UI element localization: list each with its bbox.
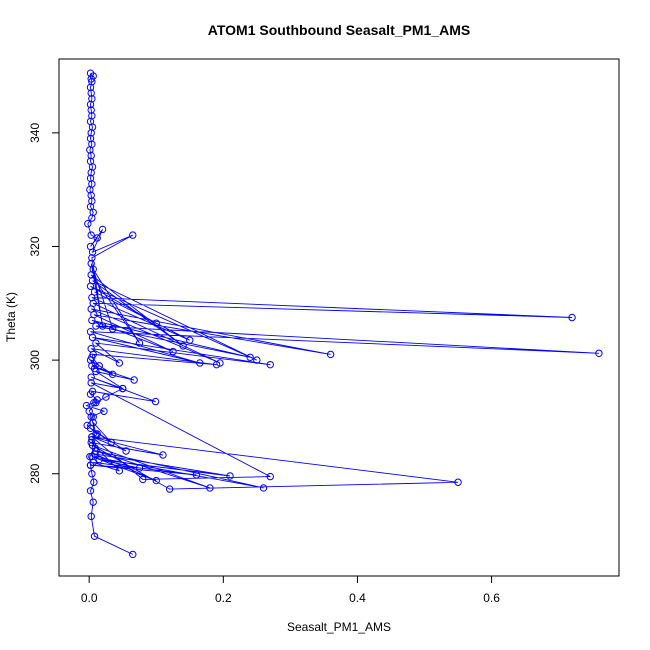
data-point bbox=[89, 458, 97, 467]
data-point bbox=[88, 112, 96, 120]
data-point bbox=[87, 89, 95, 97]
data-point bbox=[92, 339, 100, 347]
data-point bbox=[84, 220, 92, 228]
data-point bbox=[87, 413, 95, 421]
data-point bbox=[108, 370, 117, 379]
data-point bbox=[88, 254, 96, 262]
data-point bbox=[454, 478, 462, 486]
data-point bbox=[115, 467, 124, 475]
data-point bbox=[129, 231, 137, 239]
series-line bbox=[85, 72, 599, 555]
data-point bbox=[102, 393, 110, 401]
data-point bbox=[192, 471, 201, 479]
data-point bbox=[87, 345, 95, 353]
data-point bbox=[130, 376, 138, 384]
data-point bbox=[86, 242, 95, 251]
data-point bbox=[86, 174, 95, 183]
data-point bbox=[87, 259, 95, 268]
data-point bbox=[135, 339, 144, 347]
y-tick-label: 340 bbox=[28, 123, 42, 143]
y-tick-label: 320 bbox=[28, 236, 42, 256]
y-tick-label: 280 bbox=[28, 463, 42, 483]
chart-title: ATOM1 Southbound Seasalt_PM1_AMS bbox=[208, 22, 470, 38]
data-point bbox=[122, 447, 130, 455]
x-tick-label: 0.4 bbox=[349, 591, 366, 605]
data-point bbox=[88, 435, 96, 444]
data-point bbox=[90, 478, 98, 486]
x-axis-label: Seasalt_PM1_AMS bbox=[287, 620, 391, 634]
data-point bbox=[87, 438, 95, 447]
data-point bbox=[259, 484, 268, 492]
data-point bbox=[90, 288, 99, 296]
y-axis-label: Theta (K) bbox=[4, 292, 18, 342]
data-point bbox=[92, 430, 100, 438]
data-point bbox=[86, 328, 95, 336]
data-point bbox=[87, 373, 95, 381]
data-point bbox=[86, 487, 95, 495]
data-point bbox=[246, 353, 254, 361]
data-point bbox=[98, 225, 107, 234]
data-point bbox=[266, 472, 274, 481]
data-point bbox=[326, 350, 335, 359]
data-point bbox=[88, 470, 96, 478]
data-point bbox=[206, 484, 214, 492]
data-point bbox=[253, 356, 261, 364]
data-point bbox=[169, 347, 177, 356]
data-point bbox=[152, 319, 160, 327]
data-point bbox=[88, 387, 97, 396]
data-point bbox=[93, 396, 101, 404]
data-point bbox=[95, 455, 103, 464]
data-point bbox=[90, 532, 99, 540]
data-point bbox=[186, 336, 194, 344]
data-point bbox=[216, 359, 224, 367]
data-point bbox=[89, 498, 97, 506]
data-point bbox=[568, 313, 576, 322]
data-point bbox=[159, 451, 167, 459]
y-tick-label: 300 bbox=[28, 350, 42, 370]
data-point bbox=[100, 407, 108, 415]
data-point bbox=[129, 550, 137, 559]
data-point bbox=[179, 342, 187, 350]
data-point bbox=[119, 384, 127, 393]
series-layer bbox=[82, 69, 603, 559]
data-point bbox=[87, 106, 95, 114]
data-point bbox=[86, 134, 95, 143]
data-point bbox=[88, 95, 96, 103]
data-point bbox=[93, 234, 101, 242]
data-point bbox=[139, 475, 147, 484]
data-point bbox=[151, 397, 160, 406]
data-point bbox=[107, 438, 116, 447]
data-point bbox=[115, 359, 124, 367]
data-point bbox=[165, 485, 174, 493]
x-tick-label: 0.0 bbox=[81, 591, 98, 605]
data-point bbox=[90, 450, 99, 458]
data-point bbox=[86, 69, 95, 77]
data-point bbox=[98, 322, 107, 330]
data-point bbox=[87, 379, 95, 387]
data-point bbox=[196, 359, 204, 367]
data-point bbox=[135, 464, 144, 472]
data-point bbox=[595, 349, 603, 357]
y-axis: 280 300 320 340 bbox=[28, 123, 60, 484]
data-point bbox=[89, 413, 97, 421]
data-point bbox=[152, 476, 160, 485]
data-point bbox=[95, 362, 103, 370]
data-point bbox=[87, 512, 95, 521]
data-point bbox=[108, 325, 117, 333]
data-point bbox=[82, 401, 91, 410]
data-point bbox=[87, 231, 95, 239]
x-tick-label: 0.2 bbox=[215, 591, 232, 605]
x-axis: 0.0 0.2 0.4 0.6 bbox=[81, 575, 500, 605]
data-point bbox=[266, 360, 274, 369]
data-point bbox=[226, 472, 234, 480]
data-point bbox=[88, 197, 96, 205]
data-point bbox=[86, 157, 95, 165]
x-tick-label: 0.6 bbox=[483, 591, 500, 605]
